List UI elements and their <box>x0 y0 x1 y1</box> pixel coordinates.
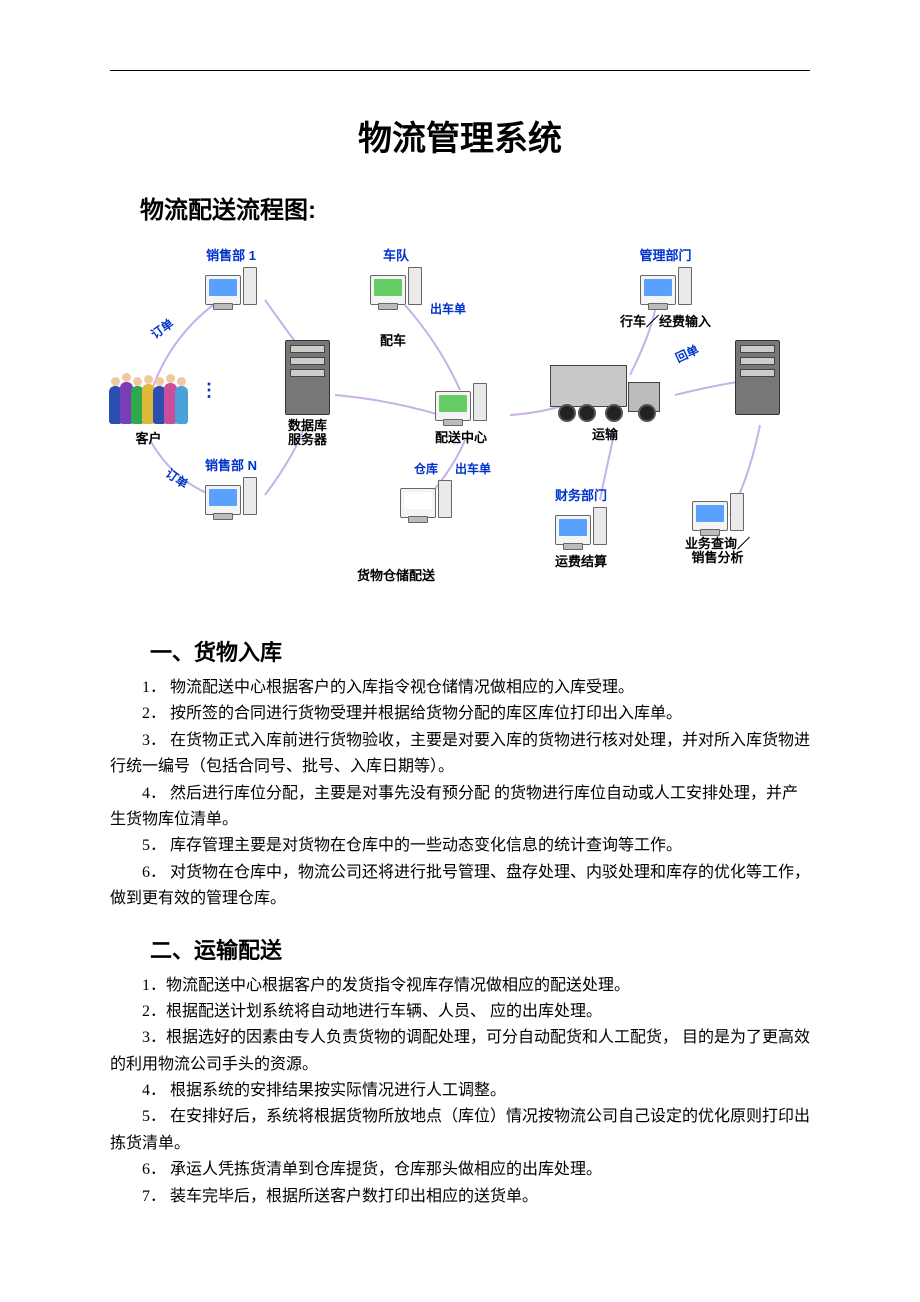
node-management-sublabel: 行车／经费输入 <box>620 311 711 330</box>
section-2-item-5: 5． 在安排好后，系统将根据货物所放地点（库位）情况按物流公司自己设定的优化原则… <box>110 1104 810 1157</box>
server-icon <box>735 340 780 415</box>
computer-icon <box>205 267 257 305</box>
computer-icon <box>370 267 422 305</box>
people-icon <box>110 380 187 424</box>
node-fleet-assign-label: 配车 <box>380 330 406 349</box>
node-server2 <box>735 340 780 415</box>
edge-label-dispatch2: 出车单 <box>455 460 491 477</box>
section-2-item-1: 1．物流配送中心根据客户的发货指令视库存情况做相应的配送处理。 <box>110 973 810 999</box>
edge-label-order1: 订单 <box>147 315 176 343</box>
section-2-item-7: 7． 装车完毕后，根据所送客户数打印出相应的送货单。 <box>110 1184 810 1210</box>
top-rule <box>110 70 810 71</box>
node-customers: 客户 <box>110 380 187 447</box>
page-title: 物流管理系统 <box>110 111 810 160</box>
node-finance-sublabel: 运费结算 <box>555 551 607 570</box>
section-2-item-4: 4． 根据系统的安排结果按实际情况进行人工调整。 <box>110 1078 810 1104</box>
computer-icon <box>555 507 607 545</box>
node-distribution-label: 配送中心 <box>435 427 487 446</box>
computer-icon <box>205 477 257 515</box>
section-1-item-2: 2． 按所签的合同进行货物受理并根据给货物分配的库区库位打印出入库单。 <box>110 701 810 727</box>
node-query: 业务查询／销售分析 <box>685 490 750 566</box>
edge-label-order2: 订单 <box>162 465 191 493</box>
node-fleet-assign: 配车 <box>380 330 406 349</box>
node-warehouse: 仓库 <box>400 460 452 518</box>
edge-label-receipt: 回单 <box>673 341 702 367</box>
computer-icon <box>685 493 750 531</box>
computer-icon <box>400 480 452 518</box>
section-2-heading: 二、运输配送 <box>150 933 810 965</box>
edge-label-dispatch1: 出车单 <box>430 300 466 317</box>
section-1-heading: 一、货物入库 <box>150 635 810 667</box>
node-dbserver-label: 数据库服务器 <box>285 419 330 448</box>
node-dbserver: 数据库服务器 <box>285 340 330 448</box>
document-page: 物流管理系统 物流配送流程图: <box>0 0 920 1270</box>
node-transport-label: 运输 <box>550 424 660 443</box>
node-transport: 运输 <box>550 365 660 443</box>
node-sales1-label: 销售部 1 <box>205 245 257 264</box>
section-1: 一、货物入库 1． 物流配送中心根据客户的入库指令视仓储情况做相应的入库受理。 … <box>110 635 810 913</box>
node-finance-label: 财务部门 <box>555 485 607 504</box>
node-fleet: 车队 <box>370 245 422 305</box>
node-distribution: 配送中心 <box>435 380 487 446</box>
server-icon <box>285 340 330 415</box>
section-1-item-6: 6． 对货物在仓库中，物流公司还将进行批号管理、盘存处理、内驳处理和库存的优化等… <box>110 860 810 913</box>
section-2-item-3: 3．根据选好的因素由专人负责货物的调配处理，可分自动配货和人工配货， 目的是为了… <box>110 1025 810 1078</box>
computer-icon <box>620 267 711 305</box>
section-2-item-2: 2．根据配送计划系统将自动地进行车辆、人员、 应的出库处理。 <box>110 999 810 1025</box>
ellipsis-icon: ⋮ <box>200 385 218 396</box>
computer-icon <box>435 383 487 421</box>
truck-icon <box>550 365 660 420</box>
node-management: 管理部门 行车／经费输入 <box>620 245 711 330</box>
node-storage-delivery-label: 货物仓储配送 <box>357 565 435 584</box>
node-storage-delivery: 货物仓储配送 <box>357 565 435 584</box>
diagram-heading: 物流配送流程图: <box>140 190 810 225</box>
node-salesN-label: 销售部 N <box>205 455 257 474</box>
section-1-item-3: 3． 在货物正式入库前进行货物验收，主要是对要入库的货物进行核对处理，并对所入库… <box>110 728 810 781</box>
node-warehouse-label: 仓库 <box>400 460 452 477</box>
node-salesN: 销售部 N <box>205 455 257 515</box>
node-customers-label: 客户 <box>110 428 187 447</box>
section-1-item-4: 4． 然后进行库位分配，主要是对事先没有预分配 的货物进行库位自动或人工安排处理… <box>110 781 810 834</box>
node-management-label: 管理部门 <box>620 245 711 264</box>
node-fleet-label: 车队 <box>370 245 422 264</box>
logistics-flowchart: 销售部 1 车队 管理部门 行车／经费输入 <box>110 245 810 615</box>
node-sales1: 销售部 1 <box>205 245 257 305</box>
section-2: 二、运输配送 1．物流配送中心根据客户的发货指令视库存情况做相应的配送处理。 2… <box>110 933 810 1211</box>
section-1-item-1: 1． 物流配送中心根据客户的入库指令视仓储情况做相应的入库受理。 <box>110 675 810 701</box>
node-query-sublabel: 业务查询／销售分析 <box>685 537 750 566</box>
section-2-item-6: 6． 承运人凭拣货清单到仓库提货，仓库那头做相应的出库处理。 <box>110 1157 810 1183</box>
section-1-item-5: 5． 库存管理主要是对货物在仓库中的一些动态变化信息的统计查询等工作。 <box>110 833 810 859</box>
node-finance: 财务部门 运费结算 <box>555 485 607 570</box>
